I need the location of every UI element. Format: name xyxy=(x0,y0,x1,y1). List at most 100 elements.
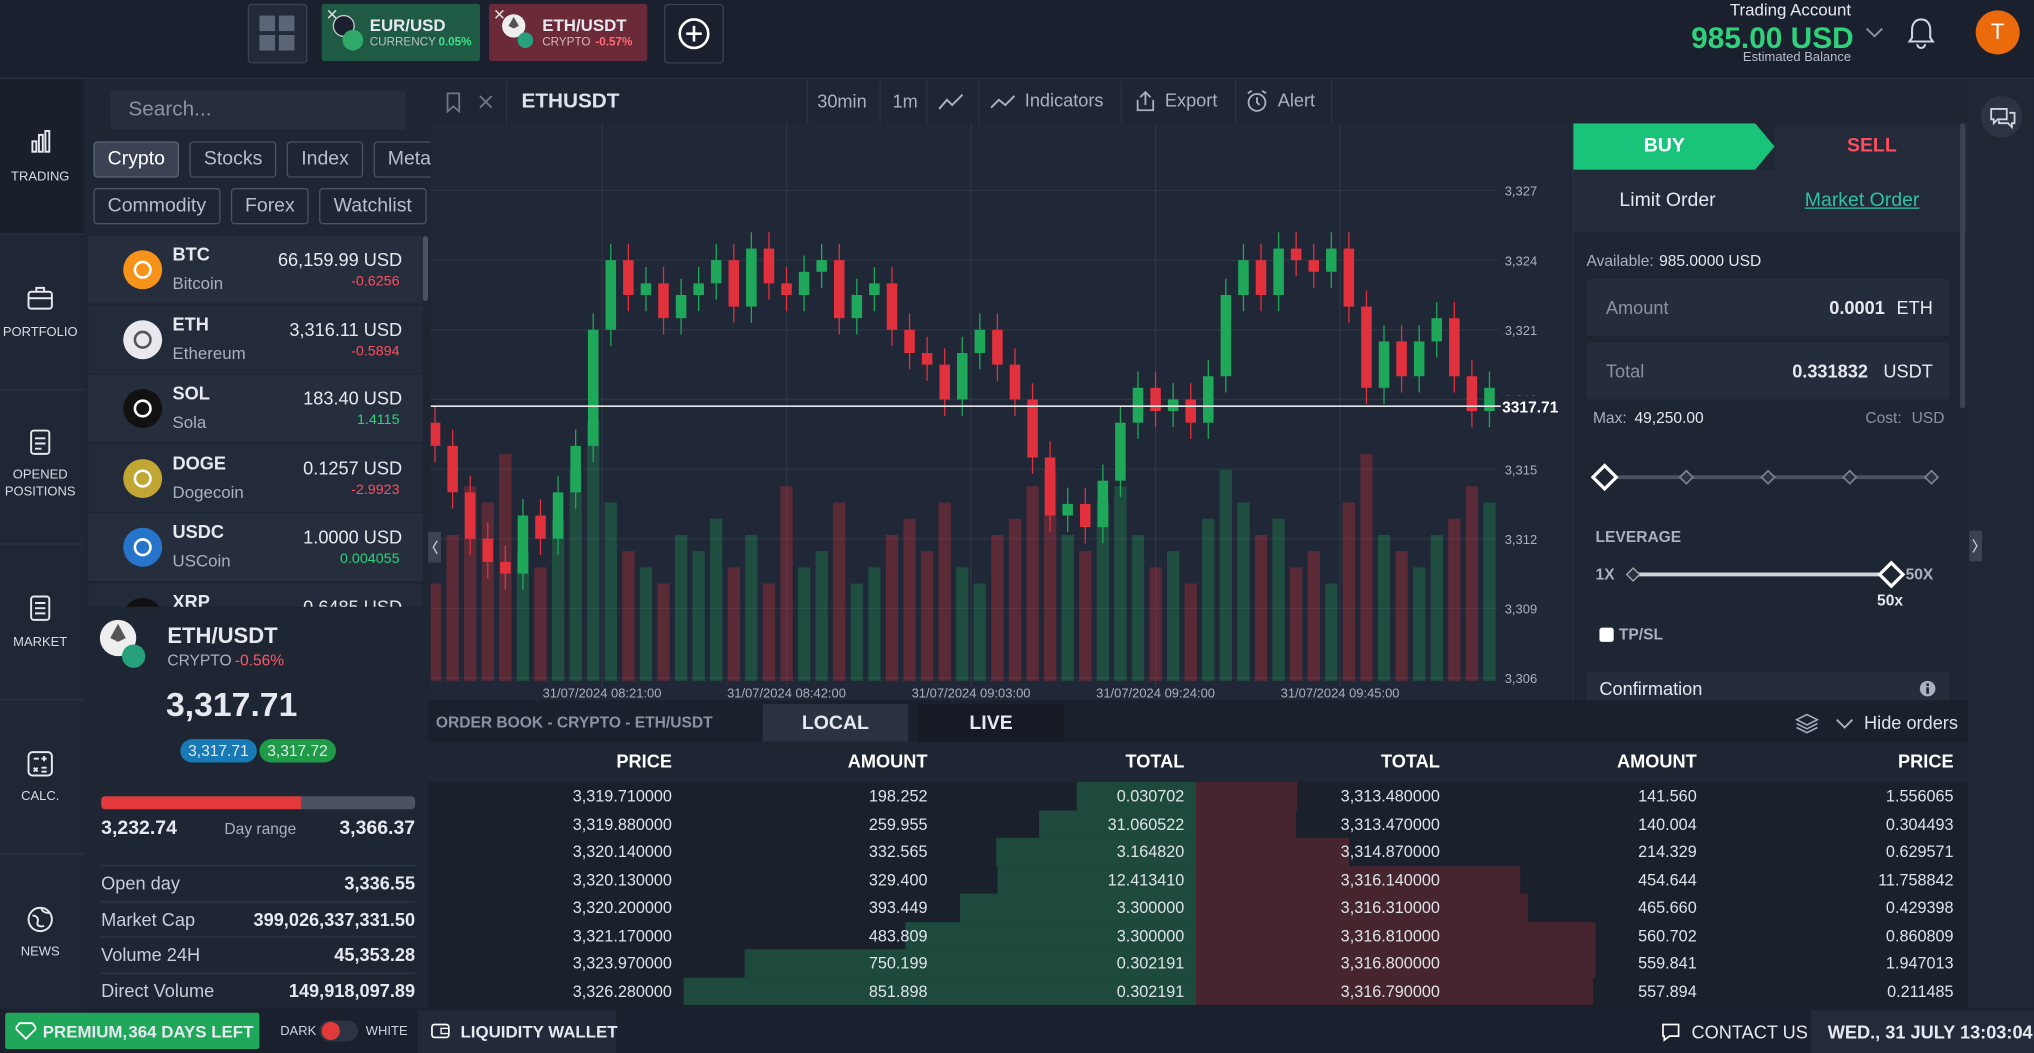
collapse-right[interactable] xyxy=(1969,530,1983,562)
y-tick-label: 3,306 xyxy=(1505,671,1537,686)
nav-label[interactable]: MARKET xyxy=(13,634,68,650)
candle-body xyxy=(570,445,581,493)
tab-kind: CURRENCY xyxy=(369,35,436,48)
nav-icon xyxy=(30,594,51,621)
candle-body xyxy=(798,271,810,295)
filter-button[interactable]: Watchlist xyxy=(319,188,427,225)
asset-row[interactable]: ETH Ethereum 3,316.11 USD -0.5894 xyxy=(88,305,423,373)
asset-row[interactable]: DOGE Dogecoin 0.1257 USD -2.9923 xyxy=(88,444,423,512)
toolbar-icons xyxy=(446,92,493,114)
icon-part xyxy=(30,594,51,621)
asset-icon xyxy=(125,597,160,607)
total-field[interactable] xyxy=(1586,342,1950,400)
add-tab-button[interactable] xyxy=(664,3,724,64)
wallet: LIQUIDITY WALLET xyxy=(460,1021,618,1042)
wallet-button[interactable] xyxy=(417,1010,617,1053)
volume-bar xyxy=(1149,567,1162,681)
bell-icon[interactable] xyxy=(1904,16,1938,50)
live-tab[interactable]: LIVE xyxy=(918,704,1064,742)
nav-label[interactable]: CALC. xyxy=(21,789,60,805)
stat-separator xyxy=(101,864,416,867)
volume-bar xyxy=(903,518,916,681)
amount-slider[interactable] xyxy=(1573,454,1969,506)
candle-body xyxy=(746,248,757,307)
filter-button[interactable]: Stocks xyxy=(189,141,277,178)
leverage-value: 50x xyxy=(1877,591,1904,610)
asset-row[interactable]: SOL Sola 183.40 USD 1.4115 xyxy=(88,374,423,443)
premium-badge[interactable] xyxy=(5,1012,260,1050)
book-icons[interactable] xyxy=(1793,711,1855,737)
candle-body xyxy=(921,353,933,365)
tool[interactable]: Export xyxy=(1164,89,1218,111)
asset-price: 0.1257 USD xyxy=(303,457,403,478)
pair: ETH/USDT xyxy=(167,623,278,649)
volume-bar xyxy=(973,583,986,681)
volume-bar xyxy=(1272,518,1285,681)
sep xyxy=(879,80,881,124)
candle-body xyxy=(658,283,669,319)
market-tab[interactable]: Market Order xyxy=(1804,189,1920,212)
x-tick-label: 31/07/2024 09:03:00 xyxy=(912,686,1031,701)
candle-body xyxy=(869,283,880,295)
chat-button[interactable] xyxy=(1980,95,2024,139)
tool[interactable]: Alert xyxy=(1277,89,1316,111)
nav-label[interactable]: PORTFOLIO xyxy=(2,324,78,340)
account-chevron[interactable] xyxy=(1863,23,1886,41)
sep xyxy=(1120,80,1123,124)
tab-ethusdt[interactable]: ETH/USDT CRYPTO -0.57% xyxy=(489,3,648,61)
type-tabs xyxy=(1573,169,1970,233)
filter-button[interactable]: Commodity xyxy=(93,188,221,225)
total-label: Total xyxy=(1605,360,1645,382)
asset-icon-circle xyxy=(125,597,160,607)
asset-list: BTC Bitcoin 66,159.99 USD -0.6256 ETH Ethereu… xyxy=(88,236,423,607)
amount-field[interactable] xyxy=(1586,278,1950,336)
asset-icon-circle xyxy=(123,250,163,290)
dark-label: DARK xyxy=(280,1024,317,1039)
total-unit: USDT xyxy=(1883,360,1933,382)
filter-button[interactable]: Index xyxy=(286,141,364,178)
local-tab[interactable]: LOCAL xyxy=(762,704,909,742)
info-icon[interactable] xyxy=(1919,680,1937,698)
leverage-slider[interactable] xyxy=(1612,555,1910,594)
interval[interactable]: 30min xyxy=(817,90,867,112)
limit-tab[interactable]: Limit Order xyxy=(1619,189,1716,212)
contact-us[interactable]: CONTACT US xyxy=(1691,1021,1808,1043)
asset-row[interactable]: USDC USCoin 1.0000 USD 0.004055 xyxy=(88,513,423,581)
volume-bar xyxy=(1131,534,1145,681)
tab-eurusd[interactable]: EUR/USD CURRENCY 0.05% xyxy=(321,3,480,61)
volume-bar xyxy=(1465,486,1479,681)
balance-label: Estimated Balance xyxy=(1742,50,1852,65)
candle-body xyxy=(430,422,441,446)
nav-icon xyxy=(27,286,53,309)
cost-unit: USD xyxy=(1911,408,1945,427)
nav-label[interactable]: TRADING xyxy=(11,169,70,185)
asset-row[interactable]: XRP 0.6485 USD xyxy=(88,582,423,607)
search-box[interactable]: Search... xyxy=(110,90,407,130)
hide-orders[interactable]: Hide orders xyxy=(1864,711,1958,733)
nav-label[interactable]: NEWS xyxy=(20,944,60,959)
filter-button[interactable]: Forex xyxy=(230,188,309,225)
chart-type-icon[interactable] xyxy=(937,91,966,114)
grid-button[interactable] xyxy=(247,3,308,64)
theme-toggle[interactable] xyxy=(318,1019,360,1042)
buy-tab[interactable]: BUY xyxy=(1643,134,1685,157)
icon-part xyxy=(35,601,46,614)
volume-bar xyxy=(1219,470,1233,681)
candle-body xyxy=(781,283,792,295)
asset-row[interactable]: BTC Bitcoin 66,159.99 USD -0.6256 xyxy=(88,236,423,304)
volume-bar xyxy=(1448,518,1461,681)
tool[interactable]: Indicators xyxy=(1024,89,1104,111)
asset-name: Sola xyxy=(172,412,207,432)
interval[interactable]: 1m xyxy=(892,90,918,112)
tpsl-checkbox[interactable] xyxy=(1599,627,1614,642)
sell-tab[interactable]: SELL xyxy=(1846,134,1897,157)
collapse-left[interactable] xyxy=(428,531,442,563)
avatar[interactable]: T xyxy=(1975,10,2020,55)
asset-price: 0.6485 USD xyxy=(303,595,403,607)
candle-body xyxy=(1308,260,1320,272)
icon-part xyxy=(27,290,53,309)
x-tick-label: 31/07/2024 08:42:00 xyxy=(727,686,846,701)
nav-label[interactable]: OPENED POSITIONS xyxy=(4,468,76,500)
x-tick-label: 31/07/2024 09:45:00 xyxy=(1281,686,1400,701)
filter-button[interactable]: Crypto xyxy=(93,141,180,178)
